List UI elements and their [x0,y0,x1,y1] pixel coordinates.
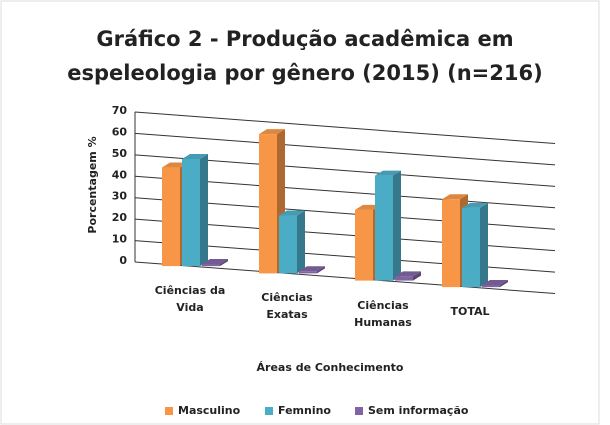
chart-title: Gráfico 2 - Produção acadêmica em espele… [67,27,543,85]
grid-line [134,111,556,144]
bar-front [299,271,317,274]
bar-top [482,279,508,285]
bar-top [279,210,305,216]
bar-top [182,153,208,159]
bar [462,202,488,288]
legend-label: Femnino [278,404,331,417]
y-tick-label: 40 [112,168,128,181]
bar-top [375,170,401,176]
bar-top [162,162,188,168]
bar-front [482,284,500,288]
bar-top [202,258,228,264]
x-axis-label: Áreas de Conhecimento [257,361,404,374]
bar-front [182,158,200,267]
bar-side [297,210,305,274]
legend-label: Sem informação [368,404,469,417]
bar-front [279,215,297,274]
bar-top [442,194,468,200]
y-tick-label: 70 [112,104,128,117]
bar-top [259,129,285,135]
bar-top [462,202,488,208]
bar-top [299,266,325,272]
x-tick-label: Ciências da Vida [154,284,226,315]
legend-swatch [265,407,273,415]
bar-side [200,153,208,267]
bar-front [375,175,393,281]
bar [395,271,421,281]
grid-line [134,132,556,166]
grid-line [134,261,556,294]
y-tick-label: 20 [112,211,128,224]
bar-front [162,167,180,267]
bar-side [413,271,421,281]
bar [279,210,305,274]
y-tick-label: 30 [112,190,128,203]
bar-front [462,207,480,288]
bar-top [395,271,421,277]
bar-side [480,202,488,288]
bar-front [442,199,460,288]
y-tick-label: 0 [119,254,127,267]
legend-swatch [355,407,363,415]
x-tick-label: Ciências Humanas [354,298,412,329]
x-tick-label: Ciências Exatas [261,291,313,322]
bar-front [355,209,373,281]
bar [182,153,208,267]
bar-side [220,258,228,267]
bar-side [500,279,508,288]
bar-side [393,170,401,281]
bar-front [202,263,220,267]
bar-top [355,204,381,210]
bar [299,266,325,274]
y-tick-label: 50 [112,147,128,160]
y-tick-label: 60 [112,125,128,138]
bar-front [259,134,277,274]
y-axis-label: Porcentagem % [86,136,99,233]
bar-front [395,276,413,281]
bar [375,170,401,281]
x-tick-label: TOTAL [450,305,490,319]
bar [482,279,508,288]
legend-swatch [165,407,173,415]
bar [202,258,228,267]
legend-label: Masculino [178,404,241,417]
y-tick-label: 10 [112,233,128,246]
bar-side [317,266,325,274]
